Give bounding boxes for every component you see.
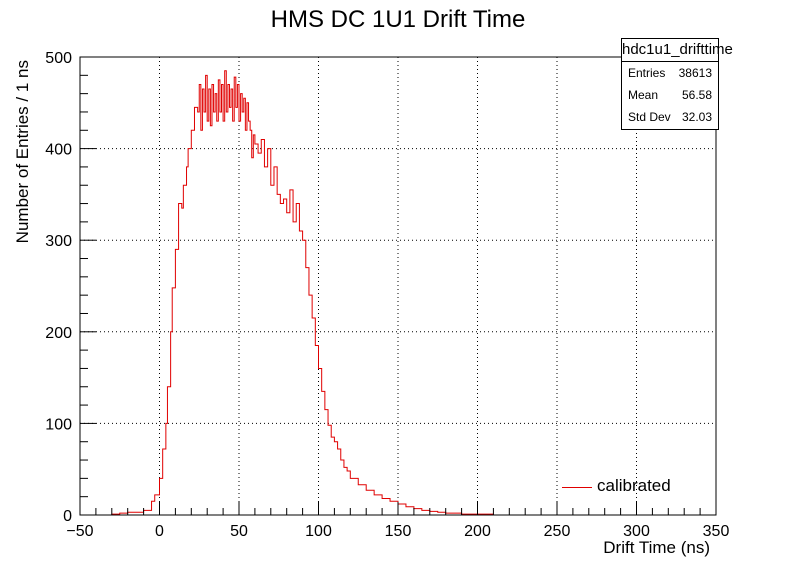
y-tick-label: 200 — [45, 325, 72, 342]
stats-stddev-value: 32.03 — [681, 110, 712, 124]
series-calibrated-line — [95, 70, 716, 516]
stats-stddev-label: Std Dev — [628, 110, 671, 124]
x-tick-label: 300 — [623, 523, 650, 540]
x-tick-label: 200 — [464, 523, 491, 540]
x-tick-label: 250 — [544, 523, 571, 540]
x-tick-label: 0 — [155, 523, 164, 540]
stats-mean-label: Mean — [628, 88, 659, 102]
y-tick-label: 500 — [45, 50, 72, 67]
stats-entries-label: Entries — [628, 66, 666, 80]
y-tick-label: 300 — [45, 233, 72, 250]
stats-box: hdc1u1_drifttime Entries 38613 Mean 56.5… — [621, 38, 733, 130]
x-tick-label: 350 — [703, 523, 730, 540]
stats-row-mean: Mean 56.58 — [622, 84, 718, 106]
y-tick-label: 0 — [63, 508, 72, 525]
stats-entries-value: 38613 — [678, 66, 712, 80]
plot-area — [95, 70, 716, 516]
y-tick-label: 100 — [45, 416, 72, 433]
x-axis-label: Drift Time (ns) — [603, 538, 710, 557]
x-tick-label: −50 — [66, 523, 93, 540]
stats-row-stddev: Std Dev 32.03 — [622, 106, 718, 128]
y-axis-label: Number of Entries / 1 ns — [13, 60, 32, 243]
legend-line-swatch — [562, 487, 592, 488]
stats-histogram-name: hdc1u1_drifttime — [622, 39, 733, 62]
x-tick-label: 150 — [385, 523, 412, 540]
x-tick-label: 100 — [305, 523, 332, 540]
legend-label: calibrated — [597, 476, 671, 495]
stats-mean-value: 56.58 — [681, 88, 712, 102]
chart-title: HMS DC 1U1 Drift Time — [270, 6, 526, 33]
grid-lines — [80, 56, 716, 515]
axes: −50 0 50 100 150 200 250 300 3500100200300400500… — [13, 50, 729, 557]
stats-row-entries: Entries 38613 — [622, 62, 718, 84]
x-tick-label: 50 — [230, 523, 248, 540]
y-tick-label: 400 — [45, 142, 72, 159]
